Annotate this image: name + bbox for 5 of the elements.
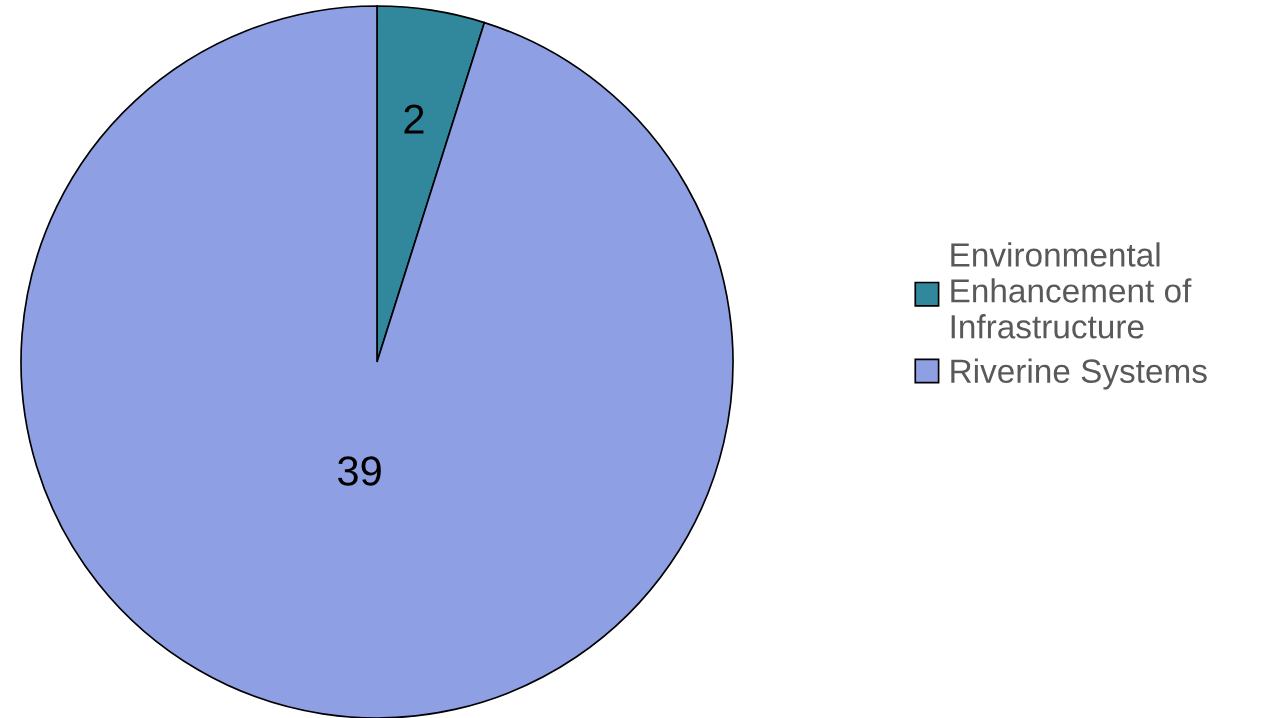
data-label: 39 xyxy=(338,456,381,486)
legend-label: Environmental Enhancement of Infrastructure xyxy=(951,242,1192,339)
legend-label: Riverine Systems xyxy=(951,358,1207,390)
pie-slice xyxy=(20,5,734,718)
data-label: 2 xyxy=(404,104,424,134)
